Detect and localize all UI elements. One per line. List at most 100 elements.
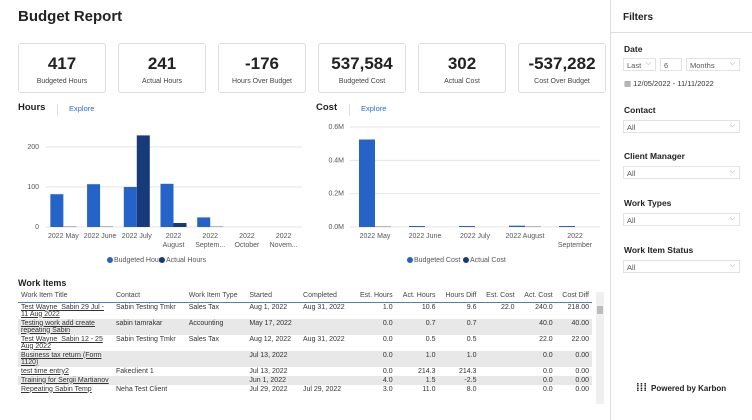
legend-marker [407,257,413,263]
kpi-value: 417 [47,54,77,73]
bar [409,226,425,227]
table-row[interactable]: Testing work add create repeating Sabin s… [18,318,592,335]
unit-select[interactable]: Months ⌵ [686,58,740,71]
work-item-link[interactable]: Business tax return (Form 1120) [21,351,102,366]
calendar-icon: ▦ [624,79,634,88]
table-cell: 4.0 [352,375,396,385]
column-header[interactable]: Hours Diff [438,289,480,303]
x-tick-label: 2022 May [360,233,391,240]
column-header[interactable]: Act. Hours [395,289,439,303]
table-cell [113,350,186,367]
y-tick-label: 200 [27,144,39,151]
bar [197,217,211,227]
client-manager-label: Client Manager [624,151,685,161]
kpi-value: 302 [447,54,477,73]
column-header[interactable]: Contact [113,289,186,303]
table-cell: Jul 13, 2022 [249,367,288,375]
table-cell: 22.0 [539,335,553,343]
table-cell: Jun 1, 2022 [246,375,301,385]
table-row[interactable]: Test Wayne_Sabin 12 - 25 Aug 2022 Sabin T… [18,335,592,351]
table-cell [479,375,518,385]
table-row[interactable]: Training for Sergii Martianov Jun 1, 2022… [18,375,592,385]
work-item-link[interactable]: test time entry2 [21,367,69,375]
y-tick-label: 0.2M [328,191,344,198]
table-cell: Aug 31, 2022 [303,303,345,311]
table-cell: 1.0 [382,303,393,311]
kpi-label: Budgeted Hours [36,78,88,85]
bar [123,187,137,227]
kpi-card: 241 Actual Hours [118,43,206,93]
divider [57,104,58,116]
column-header[interactable]: Completed [300,289,353,303]
y-tick-label: 0.4M [328,157,344,164]
count-input[interactable]: 6 [660,58,682,71]
tick-line: 2022 May [360,233,391,240]
table-cell: 8.0 [466,385,477,393]
legend-label: Budgeted Cost [414,257,460,264]
table-cell: 40.0 [517,318,556,335]
table-cell: Sabin Testing Tmkr [116,303,176,311]
column-header[interactable]: Est. Hours [352,289,396,303]
hours-explore-link[interactable]: Explore [69,104,95,113]
bar [459,226,475,227]
tick-line: 2022 May [48,233,79,240]
kpi-card: 417 Budgeted Hours [18,43,106,93]
x-tick-label: 2022 June [84,233,117,240]
bar [87,184,101,227]
client-manager-select[interactable]: All ⌵ [623,166,740,179]
y-tick-label: 100 [27,184,39,191]
period-select[interactable]: Last ⌵ [623,58,656,71]
bar [559,226,575,227]
work-item-link[interactable]: Repeating Sabin Temp [21,385,92,393]
x-tick-label: 2022 Septem... [195,233,225,249]
tick-line: 2022 [567,233,583,240]
powered-by: ⁞⁞⁞ Powered by Karbon [636,382,727,394]
x-tick-label: 2022 May [48,233,79,240]
column-header[interactable]: Started [246,289,301,303]
work-item-link[interactable]: Training for Sergii Martianov [21,376,109,384]
table-cell [479,385,517,394]
work-item-link[interactable]: Test Wayne_Sabin 12 - 25 Aug 2022 [21,335,103,350]
table-cell [479,335,517,351]
x-tick-label: 2022 September [558,233,593,249]
kpi-card: 302 Actual Cost [418,43,506,93]
table-cell [300,367,353,376]
table-cell: 0.0 [352,318,396,335]
work-item-status-select[interactable]: All ⌵ [623,260,740,273]
table-row[interactable]: Repeating Sabin Temp Neha Test Client Jul … [18,385,592,394]
legend-marker [159,257,165,263]
column-header[interactable]: Est. Cost [479,289,518,303]
table-cell: 0.0 [517,350,556,367]
table-cell: 0.0 [542,367,553,375]
contact-select[interactable]: All ⌵ [623,120,740,133]
bar [136,135,150,227]
table-row[interactable]: Business tax return (Form 1120) Jul 13, 2… [18,350,592,367]
chevron-down-icon: ⌵ [729,122,735,129]
table-cell: Accounting [185,318,247,335]
work-item-link[interactable]: Testing work add create repeating Sabin [21,319,95,334]
column-header[interactable]: Work Item Title [18,289,113,303]
work-item-link[interactable]: Test Wayne_Sabin 29 Jul - 11 Aug 2022 [21,303,105,318]
table-scrollbar[interactable] [596,292,604,404]
table-cell: Aug 12, 2022 [249,335,292,343]
column-header[interactable]: Work Item Type [185,289,247,303]
x-tick-label: 2022 August [506,233,545,240]
table-row[interactable]: Test Wayne_Sabin 29 Jul - 11 Aug 2022 Sab… [18,302,592,319]
table-row[interactable]: test time entry2 Fakeclient 1 Jul 13, 2022… [18,367,592,376]
table-cell: 218.00 [567,303,589,311]
karbon-logo-icon: ⁞⁞⁞ [636,382,647,394]
table-cell: Neha Test Client [116,385,168,393]
work-types-select[interactable]: All ⌵ [623,213,740,226]
work-items-table: Work Item Title Contact Work Item Type Star… [18,289,592,394]
table-cell [479,350,518,367]
table-cell: Jul 29, 2022 [303,385,342,393]
tick-line: 2022 July [460,233,490,240]
contact-label: Contact [624,105,656,115]
cost-explore-link[interactable]: Explore [361,104,387,113]
table-cell [185,375,247,385]
column-header[interactable]: Act. Cost [517,289,556,303]
column-header[interactable]: Cost Diff [555,289,592,303]
main-panel: Budget Report 417 Budgeted Hours 241 Actual… [18,8,606,404]
table-cell: 40.00 [555,318,592,335]
x-tick-label: 2022 Novem... [270,233,298,249]
